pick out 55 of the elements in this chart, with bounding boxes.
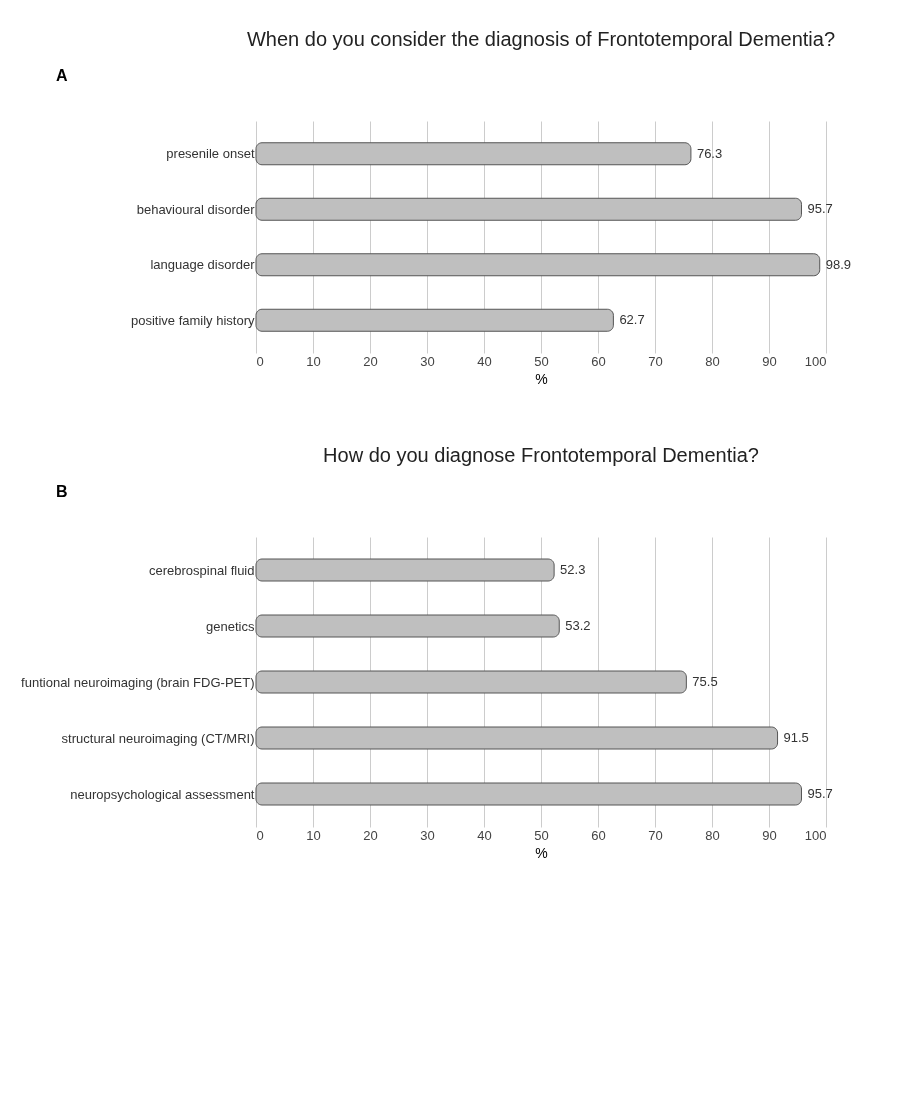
data-label: 53.2	[565, 618, 591, 633]
x-axis-title: %	[535, 370, 548, 387]
x-tick-label: 60	[591, 827, 606, 843]
x-tick-label: 50	[534, 827, 549, 843]
x-tick-label: 40	[477, 353, 492, 369]
data-label: 95.7	[807, 786, 833, 801]
bar	[255, 253, 821, 277]
bar	[255, 782, 802, 806]
x-tick-label: 90	[762, 353, 777, 369]
x-tick-label: 90	[762, 827, 777, 843]
bar	[255, 726, 779, 750]
x-tick-label: 50	[534, 353, 549, 369]
data-label: 98.9	[825, 256, 852, 272]
chart-title: How do you diagnose Frontotemporal Dementia?	[323, 444, 759, 466]
bar	[255, 197, 802, 221]
y-tick-label: presenile onset	[166, 146, 255, 162]
y-tick-label: cerebrospinal fluid	[148, 562, 255, 578]
data-label: 62.7	[619, 312, 645, 328]
bar	[255, 558, 555, 582]
bar	[255, 670, 687, 694]
x-tick-label: 30	[420, 353, 435, 369]
x-tick-label: 40	[477, 827, 492, 843]
x-tick-label: 0	[256, 827, 264, 843]
x-tick-label: 20	[363, 827, 378, 843]
x-tick-label: 100	[804, 353, 827, 369]
x-tick-label: 70	[648, 353, 663, 369]
text: B	[56, 483, 68, 500]
chart-title: When do you consider the diagnosis of Frontotemporal Dementia?	[246, 28, 836, 50]
data-label: 91.5	[783, 730, 809, 745]
y-tick-label: language disorder	[150, 257, 256, 273]
data-label: 75.5	[692, 674, 718, 689]
x-tick-label: 80	[705, 827, 720, 843]
x-tick-label: 100	[804, 827, 827, 843]
y-tick-label: funtional neuroimaging (brain FDG-PET)	[21, 674, 255, 690]
x-axis-title: %	[535, 844, 548, 861]
x-tick-label: 20	[363, 353, 378, 369]
y-tick-label: positive family history	[130, 312, 255, 328]
data-label: 52.3	[560, 562, 586, 577]
x-tick-label: 80	[705, 353, 720, 369]
data-label: 76.3	[696, 145, 723, 161]
y-tick-label: structural neuroimaging (CT/MRI)	[61, 730, 255, 746]
x-tick-label: 10	[306, 353, 321, 369]
x-tick-label: 0	[256, 353, 264, 369]
bar	[255, 142, 692, 166]
x-tick-label: 10	[306, 827, 321, 843]
y-tick-label: behavioural disorder	[136, 201, 256, 217]
x-tick-label: 70	[648, 827, 663, 843]
bar	[255, 308, 614, 332]
bar	[255, 614, 560, 638]
y-tick-label: neuropsychological assessment	[70, 786, 255, 802]
y-tick-label: genetics	[206, 618, 255, 634]
data-label: 95.7	[807, 201, 833, 217]
x-tick-label: 60	[591, 353, 606, 369]
x-tick-label: 30	[420, 827, 435, 843]
text: A	[56, 67, 68, 84]
